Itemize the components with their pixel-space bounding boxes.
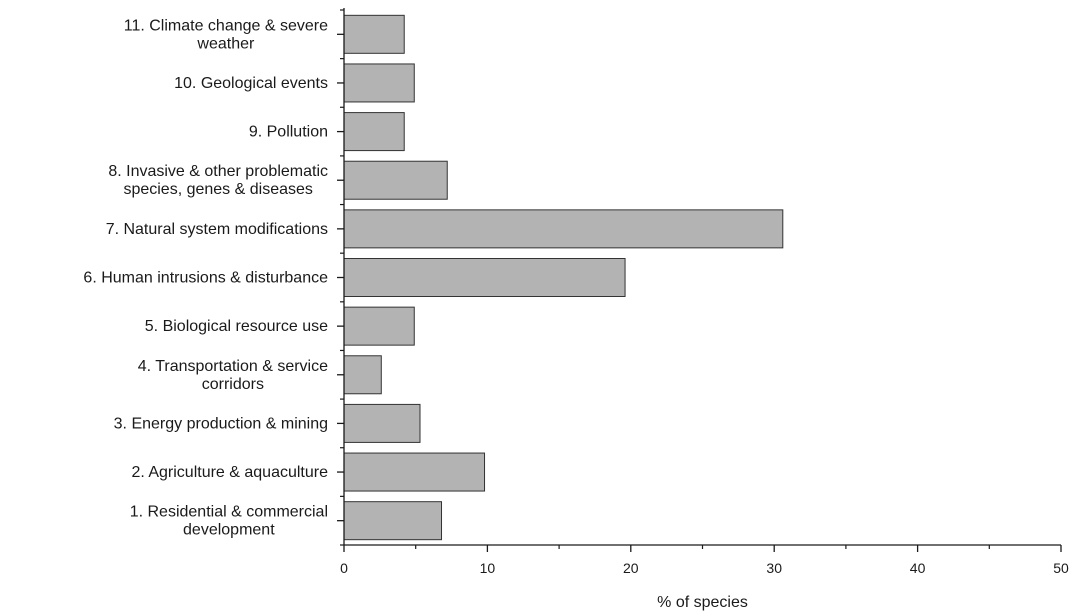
category-label-line: 8. Invasive & other problematic <box>108 163 328 180</box>
category-label-line: 2. Agriculture & aquaculture <box>131 464 328 481</box>
bar-7 <box>343 306 415 346</box>
category-labels: 11. Climate change & severe weather 10. Ge… <box>83 17 328 538</box>
bar-2 <box>343 63 415 103</box>
bar-10 <box>343 452 486 492</box>
axes-group <box>337 8 1061 546</box>
bar-4 <box>343 160 448 200</box>
category-label-line: weather <box>196 35 255 52</box>
category-label: 2. Agriculture & aquaculture <box>131 464 328 481</box>
category-label-line: 6. Human intrusions & disturbance <box>83 270 328 287</box>
x-axis-ticks: 0 10 20 30 40 50 <box>340 545 1069 576</box>
bar-3 <box>343 112 405 152</box>
category-label: 3. Energy production & mining <box>114 415 328 432</box>
x-tick-label: 30 <box>766 560 782 576</box>
bars-group <box>343 14 784 541</box>
category-label-line: 9. Pollution <box>249 124 328 141</box>
category-label: 1. Residential & commercial development <box>130 504 328 539</box>
category-label: 9. Pollution <box>249 124 328 141</box>
bar-6 <box>343 258 626 297</box>
category-label-line: 1. Residential & commercial <box>130 504 328 521</box>
category-label: 5. Biological resource use <box>145 318 328 335</box>
bar-8 <box>343 355 382 395</box>
bar-1 <box>343 14 405 54</box>
category-label: 10. Geological events <box>174 75 328 92</box>
x-tick-label: 20 <box>623 560 639 576</box>
category-label-line: 11. Climate change & severe <box>124 17 328 34</box>
category-label: 6. Human intrusions & disturbance <box>83 270 328 287</box>
category-label-line: 5. Biological resource use <box>145 318 328 335</box>
x-axis-title: % of species <box>657 594 748 611</box>
category-label: 8. Invasive & other problematic species, … <box>108 163 328 198</box>
category-label-line: 4. Transportation & service <box>138 358 328 375</box>
x-tick-label: 0 <box>340 560 348 576</box>
category-label: 7. Natural system modifications <box>106 221 328 238</box>
bar-11 <box>343 501 443 541</box>
bar-9 <box>343 403 421 443</box>
bar-5 <box>343 209 784 249</box>
x-tick-label: 10 <box>480 560 496 576</box>
category-label-line: corridors <box>202 376 264 393</box>
category-label-line: species, genes & diseases <box>123 181 312 198</box>
category-label-line: 10. Geological events <box>174 75 328 92</box>
x-tick-label: 50 <box>1053 560 1069 576</box>
x-tick-label: 40 <box>910 560 926 576</box>
category-label-line: 7. Natural system modifications <box>106 221 328 238</box>
category-label: 4. Transportation & service corridors <box>138 358 328 393</box>
category-label-line: development <box>183 522 275 539</box>
category-label-line: 3. Energy production & mining <box>114 415 328 432</box>
category-label: 11. Climate change & severe weather <box>124 17 328 52</box>
